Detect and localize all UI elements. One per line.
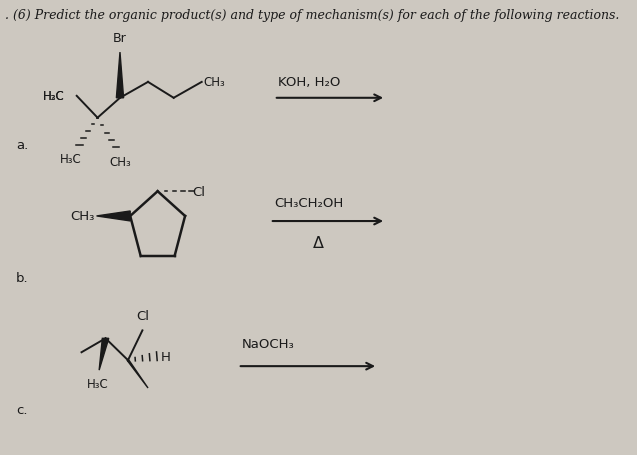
Text: CH₃: CH₃ [203, 76, 225, 89]
Text: c.: c. [16, 403, 27, 416]
Polygon shape [99, 339, 109, 370]
Text: H: H [161, 350, 171, 363]
Text: b.: b. [16, 271, 29, 284]
Text: a.: a. [16, 138, 28, 151]
Text: CH₃CH₂OH: CH₃CH₂OH [274, 197, 343, 210]
Polygon shape [117, 53, 124, 99]
Text: Cl: Cl [192, 185, 205, 198]
Text: Cl: Cl [137, 310, 150, 323]
Text: H₂C: H₂C [43, 90, 65, 103]
Text: H₃C: H₃C [61, 153, 82, 166]
Polygon shape [97, 212, 130, 222]
Text: H₃C: H₃C [87, 377, 108, 390]
Text: NaOCH₃: NaOCH₃ [242, 338, 294, 350]
Text: Br: Br [113, 32, 127, 45]
Text: Δ: Δ [312, 235, 324, 250]
Text: CH₃: CH₃ [70, 210, 94, 223]
Text: KOH, H₂O: KOH, H₂O [278, 76, 340, 89]
Polygon shape [127, 360, 148, 388]
Text: CH₃: CH₃ [109, 156, 131, 169]
Text: . (6) Predict the organic product(s) and type of mechanism(s) for each of the fo: . (6) Predict the organic product(s) and… [4, 9, 619, 22]
Text: H₃C: H₃C [43, 90, 65, 103]
